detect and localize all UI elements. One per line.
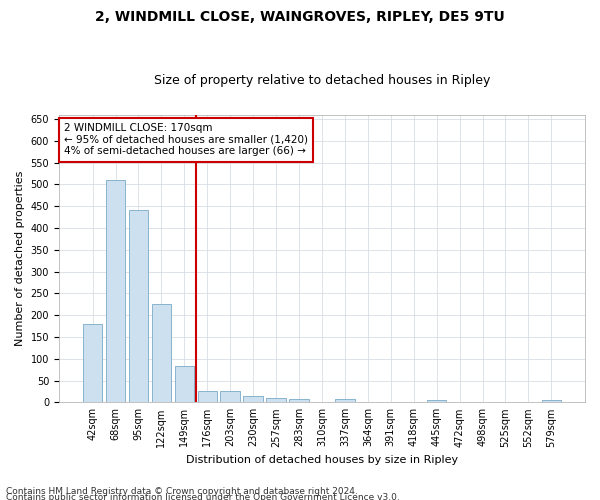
Bar [289,400,309,402]
Bar [128,210,148,402]
Bar [266,398,286,402]
Text: 2, WINDMILL CLOSE, WAINGROVES, RIPLEY, DE5 9TU: 2, WINDMILL CLOSE, WAINGROVES, RIPLEY, D… [95,10,505,24]
Bar [152,304,171,402]
Bar [542,400,561,402]
Title: Size of property relative to detached houses in Ripley: Size of property relative to detached ho… [154,74,490,87]
Text: 2 WINDMILL CLOSE: 170sqm
← 95% of detached houses are smaller (1,420)
4% of semi: 2 WINDMILL CLOSE: 170sqm ← 95% of detach… [64,123,308,156]
Bar [175,366,194,403]
Bar [83,324,103,402]
Bar [220,390,240,402]
Text: Contains public sector information licensed under the Open Government Licence v3: Contains public sector information licen… [6,492,400,500]
Y-axis label: Number of detached properties: Number of detached properties [15,170,25,346]
Bar [427,400,446,402]
Bar [244,396,263,402]
Bar [335,399,355,402]
X-axis label: Distribution of detached houses by size in Ripley: Distribution of detached houses by size … [186,455,458,465]
Bar [197,390,217,402]
Bar [106,180,125,402]
Text: Contains HM Land Registry data © Crown copyright and database right 2024.: Contains HM Land Registry data © Crown c… [6,487,358,496]
